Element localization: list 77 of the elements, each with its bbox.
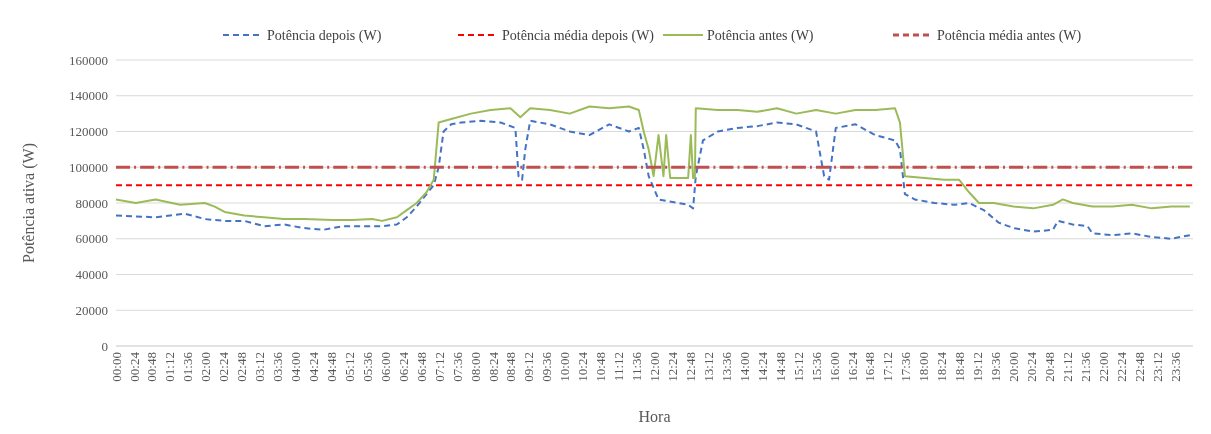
y-axis-title: Potência ativa (W): [20, 143, 38, 263]
x-tick-label: 18:48: [952, 352, 968, 382]
x-tick-label: 21:12: [1059, 352, 1075, 382]
x-tick-label: 10:48: [593, 352, 609, 382]
x-tick-label: 20:00: [1006, 352, 1022, 382]
x-tick-label: 04:48: [323, 352, 339, 382]
y-tick-label: 120000: [69, 124, 108, 140]
x-tick-label: 20:48: [1041, 352, 1057, 382]
x-tick-label: 18:24: [934, 351, 950, 382]
x-tick-label: 00:00: [108, 352, 124, 382]
x-tick-label: 02:00: [198, 352, 214, 382]
x-tick-label: 17:36: [898, 351, 914, 382]
x-tick-label: 15:36: [808, 351, 824, 382]
x-tick-label: 15:12: [790, 352, 806, 382]
x-tick-label: 03:12: [252, 352, 268, 382]
x-tick-label: 22:24: [1113, 351, 1129, 382]
x-tick-label: 05:12: [341, 352, 357, 382]
x-tick-label: 09:12: [521, 352, 537, 382]
x-tick-label: 14:48: [772, 352, 788, 382]
x-tick-label: 20:24: [1024, 351, 1039, 382]
x-tick-label: 04:24: [306, 351, 321, 382]
x-tick-label: 02:24: [216, 351, 232, 382]
x-tick-label: 08:48: [503, 352, 519, 382]
y-tick-label: 0: [101, 338, 108, 354]
legend-label: Potência antes (W): [707, 27, 814, 44]
x-tick-label: 22:48: [1131, 352, 1147, 382]
x-tick-label: 00:48: [144, 352, 160, 382]
x-tick-label: 11:12: [611, 352, 627, 382]
x-tick-label: 13:12: [700, 352, 716, 382]
y-tick-label: 60000: [75, 231, 108, 247]
line-series: [115, 119, 1191, 240]
x-tick-label: 07:36: [449, 351, 465, 382]
x-tick-label: 04:00: [288, 352, 304, 382]
x-tick-label: 22:00: [1095, 352, 1111, 382]
x-tick-label: 19:12: [970, 352, 986, 382]
x-tick-label: 14:00: [736, 352, 752, 382]
legend-label: Potência depois (W): [267, 27, 382, 44]
x-tick-label: 12:00: [647, 352, 663, 382]
y-tick-label: 40000: [75, 267, 108, 283]
y-tick-label: 140000: [69, 88, 108, 104]
legend-label: Potência média depois (W): [502, 27, 655, 44]
x-tick-label: 21:36: [1077, 351, 1093, 382]
x-tick-label: 17:12: [880, 352, 896, 382]
x-tick-label: 13:36: [718, 351, 734, 382]
line-series: [115, 105, 1191, 222]
x-tick-label: 23:36: [1167, 351, 1183, 382]
x-tick-label: 08:24: [485, 351, 501, 382]
x-tick-label: 19:36: [988, 351, 1004, 382]
x-tick-label: 23:12: [1149, 352, 1165, 382]
x-tick-label: 07:12: [431, 352, 447, 382]
y-tick-label: 100000: [69, 159, 108, 175]
x-tick-label: 10:24: [575, 351, 591, 382]
x-tick-label: 12:48: [682, 352, 698, 382]
x-tick-label: 00:24: [126, 351, 142, 382]
x-tick-label: 08:00: [467, 352, 483, 382]
x-tick-label: 03:36: [270, 351, 286, 382]
x-tick-label: 01:12: [162, 352, 178, 382]
x-tick-label: 06:24: [395, 351, 411, 382]
x-tick-label: 09:36: [539, 351, 555, 382]
x-tick-label: 05:36: [359, 351, 375, 382]
x-tick-label: 14:24: [754, 351, 770, 382]
x-tick-label: 18:00: [916, 352, 932, 382]
legend-label: Potência média antes (W): [937, 27, 1082, 44]
x-tick-label: 16:00: [826, 352, 842, 382]
x-tick-label: 12:24: [665, 351, 680, 382]
x-tick-label: 16:48: [862, 352, 878, 382]
x-tick-label: 16:24: [844, 351, 860, 382]
x-tick-label: 06:48: [413, 352, 429, 382]
y-tick-label: 160000: [69, 52, 108, 68]
x-tick-label: 06:00: [377, 352, 393, 382]
x-tick-label: 10:00: [557, 352, 573, 382]
x-tick-label: 01:36: [180, 351, 196, 382]
y-tick-label: 80000: [75, 195, 108, 211]
y-tick-label: 20000: [75, 302, 108, 318]
x-tick-label: 02:48: [234, 352, 250, 382]
x-axis-title: Hora: [638, 408, 671, 425]
x-tick-label: 11:36: [629, 351, 645, 382]
